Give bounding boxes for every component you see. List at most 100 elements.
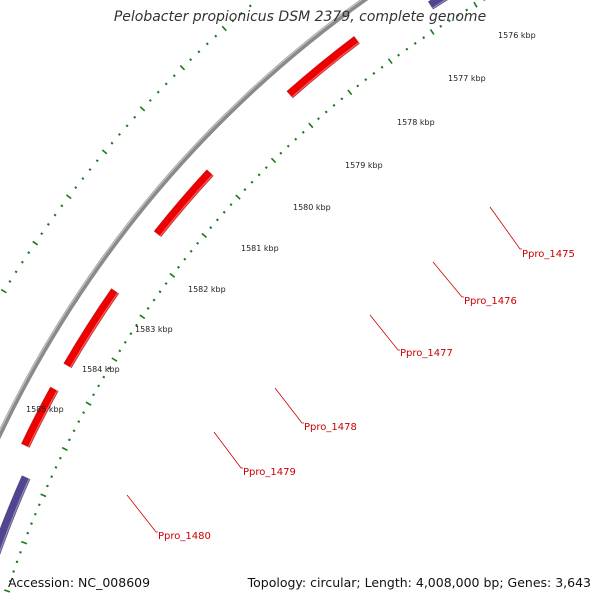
gene-arrow (20, 386, 59, 448)
tick-mark (30, 522, 33, 525)
tick-mark (107, 366, 111, 370)
tick-mark (54, 466, 58, 469)
tick-mark (439, 24, 443, 28)
tick-mark (231, 19, 235, 23)
tick-mark (12, 570, 15, 573)
tick-mark (40, 493, 47, 498)
tick-mark (380, 65, 384, 69)
map-title: Pelobacter propionicus DSM 2379, complet… (113, 9, 487, 25)
tick-mark (196, 241, 200, 245)
tick-mark (125, 124, 129, 128)
tick-mark (294, 137, 298, 141)
tick-mark (324, 110, 328, 114)
tick-mark (32, 240, 39, 246)
gene-labels: Ppro_1475 Ppro_1476 Ppro_1477 Ppro_1478 … (158, 249, 575, 542)
tick-mark (40, 232, 44, 236)
tick-mark (77, 420, 81, 424)
tick-mark (240, 11, 244, 15)
tick-mark (308, 122, 314, 129)
kbp-scale-labels: 1576 kbp 1577 kbp 1578 kbp 1579 kbp 1580… (26, 31, 536, 414)
tick-mark (422, 36, 426, 40)
tick-mark (405, 47, 409, 51)
tick-mark (88, 168, 92, 172)
tick-mark (156, 90, 160, 94)
tick-mark (301, 130, 305, 134)
tick-mark (473, 1, 478, 8)
gene-arrow (286, 35, 360, 99)
tick-mark (197, 50, 201, 54)
tick-mark (317, 117, 320, 121)
tick-mark (50, 475, 54, 479)
genome-summary-text: Topology: circular; Length: 4,008,000 bp… (247, 575, 591, 590)
tick-mark (67, 438, 71, 442)
tick-mark (26, 531, 30, 535)
tick-mark (110, 141, 114, 145)
tick-mark (397, 53, 400, 57)
tick-mark (74, 186, 78, 190)
tick-mark (60, 204, 64, 208)
gene-label: Ppro_1480 (158, 531, 211, 542)
tick-mark (85, 401, 92, 406)
tick-mark (97, 384, 101, 388)
tick-mark (164, 82, 168, 86)
gene-label: Ppro_1479 (243, 467, 296, 478)
gene-highlight (291, 41, 360, 98)
tick-mark (177, 265, 180, 269)
kbp-label: 1578 kbp (397, 118, 435, 127)
tick-mark (0, 288, 7, 294)
tick-mark (429, 28, 435, 35)
gene-label-leaders (126, 206, 522, 533)
tick-mark (82, 411, 86, 415)
kbp-label: 1580 kbp (293, 203, 331, 212)
tick-mark (257, 173, 261, 177)
gene-label: Ppro_1475 (522, 249, 575, 260)
tick-mark (270, 157, 277, 164)
tick-mark (179, 64, 186, 71)
tick-mark (123, 340, 127, 344)
gene-highlight (0, 478, 30, 554)
tick-mark (189, 58, 193, 62)
gene-label: Ppro_1476 (464, 296, 517, 307)
kbp-label: 1585 kbp (26, 405, 64, 414)
tick-mark (102, 375, 106, 379)
tick-mark (164, 282, 168, 285)
kbp-label: 1583 kbp (135, 325, 173, 334)
tick-mark (169, 272, 176, 278)
gene-arrow (0, 475, 31, 556)
tick-mark (413, 41, 417, 45)
tick-mark (8, 280, 12, 283)
tick-mark (286, 144, 290, 148)
leader-line (274, 387, 304, 424)
tick-mark (364, 78, 368, 82)
kbp-label: 1577 kbp (448, 74, 486, 83)
tick-mark (340, 97, 344, 101)
tick-mark (4, 589, 11, 593)
tick-mark (172, 74, 176, 78)
tick-mark (27, 251, 31, 255)
tick-mark (456, 13, 460, 17)
tick-mark (201, 232, 207, 238)
tick-mark (222, 210, 226, 214)
tick-mark (20, 260, 24, 264)
tick-mark (152, 298, 156, 302)
tick-mark (15, 560, 19, 564)
tick-mark (8, 579, 12, 583)
tick-mark (387, 58, 393, 65)
tick-mark (118, 132, 121, 136)
tick-mark (158, 290, 162, 294)
tick-mark (129, 332, 133, 336)
kbp-label: 1579 kbp (345, 161, 383, 170)
gene-label: Ppro_1478 (304, 422, 357, 433)
tick-mark (243, 188, 247, 192)
kbp-label: 1581 kbp (241, 244, 279, 253)
tick-mark (356, 84, 360, 88)
gene-label: Ppro_1477 (400, 348, 453, 359)
tick-mark (447, 19, 451, 23)
gene-highlight (432, 0, 447, 9)
tick-mark (33, 512, 37, 516)
leader-line (126, 494, 158, 533)
tick-mark (139, 314, 146, 320)
tick-mark (229, 203, 233, 207)
kbp-label: 1584 kbp (82, 365, 120, 374)
